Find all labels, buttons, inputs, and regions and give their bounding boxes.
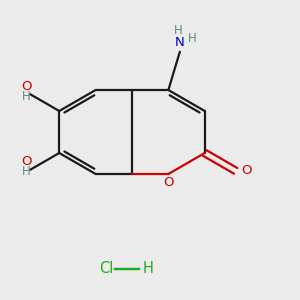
Text: O: O: [21, 155, 32, 168]
Text: Cl: Cl: [100, 261, 114, 276]
Text: H: H: [142, 261, 153, 276]
Text: H: H: [174, 24, 183, 38]
Text: O: O: [242, 164, 252, 177]
Text: O: O: [21, 80, 32, 93]
Text: O: O: [164, 176, 174, 188]
Text: N: N: [175, 36, 185, 49]
Text: H: H: [22, 90, 31, 103]
Text: H: H: [22, 165, 31, 178]
Text: H: H: [188, 32, 197, 45]
